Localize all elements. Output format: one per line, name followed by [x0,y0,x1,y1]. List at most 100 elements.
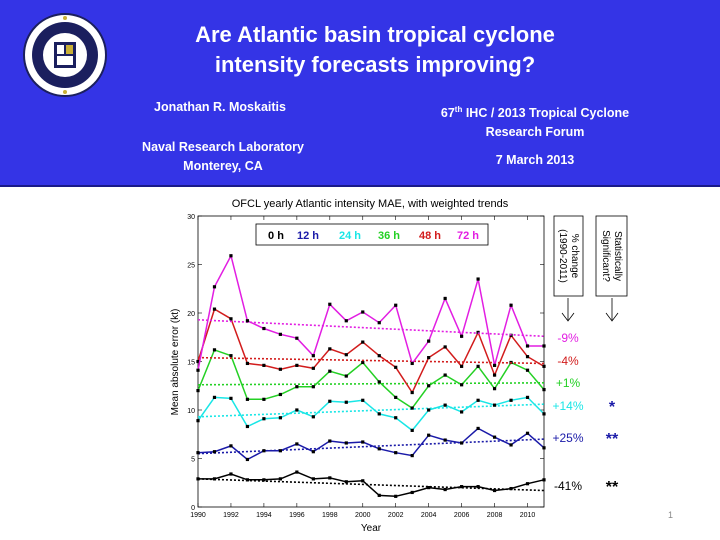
x-tick-label: 1992 [223,512,239,519]
data-point-48h [262,363,266,367]
data-point-36h [377,380,381,384]
data-point-72h [344,319,348,323]
data-point-48h [311,366,315,370]
data-point-48h [245,361,250,366]
affiliation-line1: Naval Research Laboratory [142,140,304,154]
data-point-24h [394,416,398,420]
data-point-48h [443,345,447,349]
data-point-72h [476,277,480,281]
data-point-72h [278,332,282,336]
data-point-12h [229,444,233,448]
data-point-48h [361,340,365,344]
data-point-12h [295,442,299,446]
y-tick-label: 5 [191,457,195,464]
data-point-36h [492,387,497,391]
data-point-72h [377,321,381,325]
trend-line-72h [197,318,545,338]
title-banner: Are Atlantic basin tropical cyclone inte… [0,0,720,187]
conference: 67th IHC / 2013 Tropical Cyclone Researc… [410,100,660,142]
data-point-0h [443,487,447,492]
data-point-48h [410,390,414,395]
data-point-12h [377,447,381,451]
legend-entry-12h: 12 h [297,230,319,242]
data-point-0h [476,485,480,489]
data-point-48h [377,354,381,358]
plot-area [197,215,545,508]
slide-title: Are Atlantic basin tropical cyclone inte… [120,20,630,80]
data-point-12h [476,426,480,431]
data-point-24h [443,403,447,407]
series-line-24h [197,396,545,432]
data-point-72h [361,310,365,314]
data-point-48h [196,359,200,364]
data-point-72h [328,302,332,306]
data-point-12h [509,443,513,447]
data-point-0h [344,480,348,484]
data-point-48h [229,317,233,321]
data-point-48h [492,373,497,377]
y-tick-label: 30 [187,214,195,221]
data-point-0h [492,488,497,493]
data-point-0h [394,494,398,498]
data-point-12h [492,435,497,439]
significance-0h: ** [606,479,619,496]
significance-24h: * [609,399,616,416]
x-tick-label: 2004 [421,512,437,519]
trend-line-24h [197,403,545,418]
nrl-seal-logo [23,13,107,97]
data-point-0h [328,476,332,480]
data-point-72h [394,303,398,307]
data-point-36h [262,397,266,401]
data-point-72h [410,361,414,366]
data-point-24h [311,415,315,419]
x-tick-label: 1990 [190,512,206,519]
data-point-12h [196,451,200,455]
data-point-0h [361,479,365,483]
author-name: Jonathan R. Moskaitis [154,100,286,114]
x-tick-label: 1994 [256,512,272,519]
data-point-0h [460,485,464,489]
legend-box [255,223,489,246]
pct-change-12h: +25% [552,431,583,445]
data-point-0h [196,477,200,481]
data-point-12h [427,433,431,437]
pct-change-arrow-head [561,312,575,322]
data-point-24h [542,412,546,416]
x-tick-label: 2010 [520,512,536,519]
significance-box [595,215,628,297]
data-point-36h [427,384,431,388]
x-tick-label: 2006 [454,512,470,519]
affiliation-line2: Monterey, CA [183,159,263,173]
data-point-72h [542,344,546,348]
data-point-36h [311,385,315,389]
y-tick-label: 15 [187,360,195,367]
data-point-12h [394,451,398,455]
pct-change-36h: +1% [556,376,581,390]
data-point-12h [443,438,447,442]
data-point-36h [212,348,217,352]
pct-change-heading-line2: (1990-2011) [557,229,568,283]
data-point-24h [196,419,200,423]
data-point-0h [262,478,266,482]
pct-change-heading-line1: % change [569,234,580,279]
data-point-0h [377,493,381,497]
data-point-48h [344,353,348,357]
data-point-72h [443,296,447,301]
data-point-36h [196,389,200,393]
data-point-24h [262,417,266,421]
x-tick-label: 2000 [355,512,371,519]
data-point-36h [361,360,365,365]
data-point-72h [427,339,431,343]
data-point-48h [542,364,546,368]
data-point-72h [509,303,513,307]
data-point-24h [245,424,250,429]
trend-line-36h [197,382,545,386]
x-axis-label: Year [361,523,382,534]
series-line-36h [197,348,545,410]
series-line-48h [197,307,545,395]
legend-entry-24h: 24 h [339,230,361,242]
y-tick-label: 20 [187,311,195,318]
data-point-0h [542,478,546,482]
pct-change-24h: +14% [552,399,583,413]
significance-12h: ** [606,431,619,448]
